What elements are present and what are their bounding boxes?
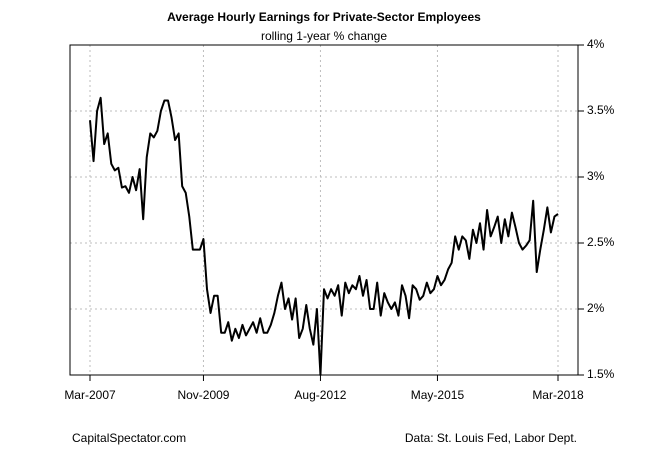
y-tick-label: 3.5% xyxy=(587,103,615,117)
x-tick-label: May-2015 xyxy=(411,388,465,402)
data-line xyxy=(89,96,559,376)
x-tick-label: Nov-2009 xyxy=(177,388,229,402)
plot-frame xyxy=(69,44,579,376)
caption: CapitalSpectator.com xyxy=(72,431,186,445)
y-tick-label: 3% xyxy=(587,169,605,183)
x-tick-label: Mar-2007 xyxy=(64,388,116,402)
y-tick-label: 2.5% xyxy=(587,235,615,249)
x-tick-label: Mar-2018 xyxy=(532,388,584,402)
y-tick-label: 1.5% xyxy=(587,367,615,381)
y-tick-label: 4% xyxy=(587,37,605,51)
x-tick-label: Aug-2012 xyxy=(294,388,346,402)
chart-subtitle: rolling 1-year % change xyxy=(261,29,387,43)
source: Data: St. Louis Fed, Labor Dept. xyxy=(405,431,577,445)
chart-title: Average Hourly Earnings for Private-Sect… xyxy=(167,10,481,24)
y-tick-label: 2% xyxy=(587,301,605,315)
